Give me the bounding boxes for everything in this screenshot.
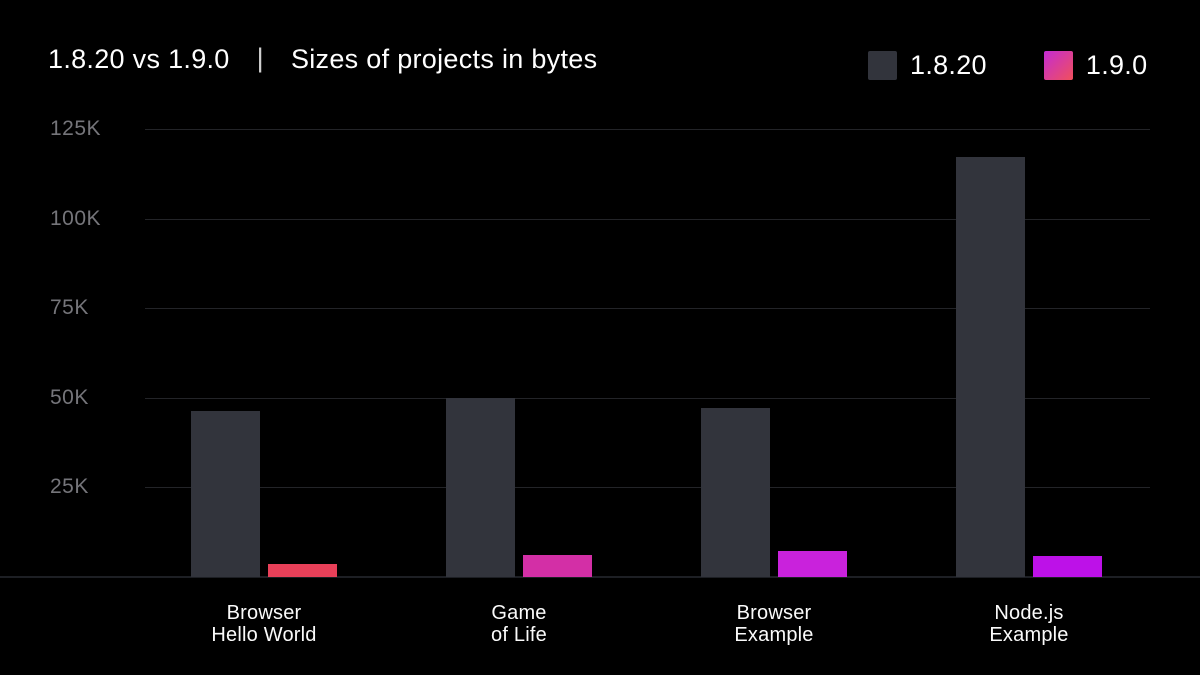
bar-190-1 <box>523 555 592 577</box>
bar-190-2 <box>778 550 847 577</box>
bar-1820-3 <box>956 156 1025 577</box>
legend-item-1820: 1.8.20 <box>868 50 987 81</box>
legend-item-190: 1.9.0 <box>1043 50 1148 81</box>
category-label-line: Browser <box>226 602 302 624</box>
legend-swatch-190 <box>1043 51 1073 80</box>
category-label-line: of Life <box>491 624 547 646</box>
category-label-3: Node.js Example <box>919 602 1139 646</box>
gridline-25K <box>145 487 1150 489</box>
legend-label-1820: 1.8.20 <box>910 50 987 80</box>
chart-title-row: 1.8.20 vs 1.9.0 | Sizes of projects in b… <box>48 43 598 75</box>
category-label-0: Browser Hello World <box>154 602 374 646</box>
title-separator: | <box>256 43 264 73</box>
category-label-2: Browser Example <box>664 602 884 646</box>
ytick-label-25K: 25K <box>50 475 89 499</box>
category-label-line: Browser <box>736 602 812 624</box>
gridline-75K <box>145 308 1150 310</box>
bar-190-0 <box>268 564 337 577</box>
ytick-label-75K: 75K <box>50 296 89 320</box>
chart-title-version: 1.8.20 vs 1.9.0 <box>48 44 230 74</box>
bar-1820-1 <box>446 398 515 577</box>
bar-1820-2 <box>701 407 770 577</box>
legend-label-190: 1.9.0 <box>1085 50 1148 80</box>
category-label-line: Node.js <box>994 602 1064 624</box>
ytick-label-125K: 125K <box>50 117 102 140</box>
chart-subtitle: Sizes of projects in bytes <box>290 44 598 74</box>
legend-swatch-1820 <box>868 51 897 80</box>
category-label-1: Game of Life <box>409 602 629 646</box>
bar-1820-0 <box>191 411 260 577</box>
category-label-line: Example <box>989 624 1069 646</box>
gridline-50K <box>145 397 1150 399</box>
ytick-label-100K: 100K <box>50 206 102 230</box>
gridline-100K <box>145 218 1150 220</box>
category-label-line: Example <box>734 624 814 646</box>
ytick-label-50K: 50K <box>50 385 89 409</box>
legend: 1.8.20 1.9.0 <box>868 50 1147 81</box>
x-axis-line <box>0 576 1200 578</box>
category-label-line: Hello World <box>211 624 317 646</box>
bar-190-3 <box>1033 555 1102 577</box>
category-label-line: Game <box>491 602 547 624</box>
gridline-125K <box>145 129 1150 130</box>
